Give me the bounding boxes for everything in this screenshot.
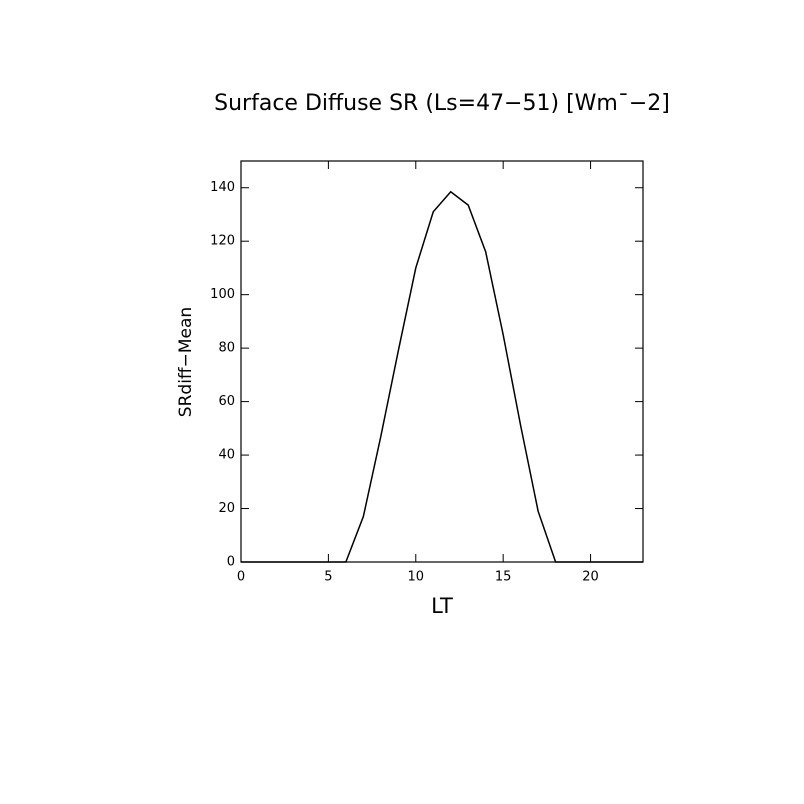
y-axis-label: SRdiff−Mean (176, 307, 196, 417)
y-tick-label: 100 (210, 287, 235, 302)
chart-title: Surface Diffuse SR (Ls=47−51) [Wm¯−2] (214, 91, 670, 116)
x-tick-label: 15 (495, 570, 512, 585)
y-tick-label: 120 (210, 234, 235, 249)
x-tick-label: 5 (324, 570, 332, 585)
y-tick-label: 80 (218, 341, 235, 356)
y-tick-label: 140 (210, 180, 235, 195)
x-tick-label: 0 (237, 570, 245, 585)
x-tick-label: 10 (408, 570, 425, 585)
y-tick-label: 0 (227, 555, 235, 570)
y-tick-label: 40 (218, 448, 235, 463)
y-tick-label: 60 (218, 394, 235, 409)
y-tick-label: 20 (218, 501, 235, 516)
x-axis-label: LT (431, 594, 453, 618)
plot-frame (240, 160, 644, 563)
x-tick-label: 20 (582, 570, 599, 585)
data-line (241, 190, 643, 563)
